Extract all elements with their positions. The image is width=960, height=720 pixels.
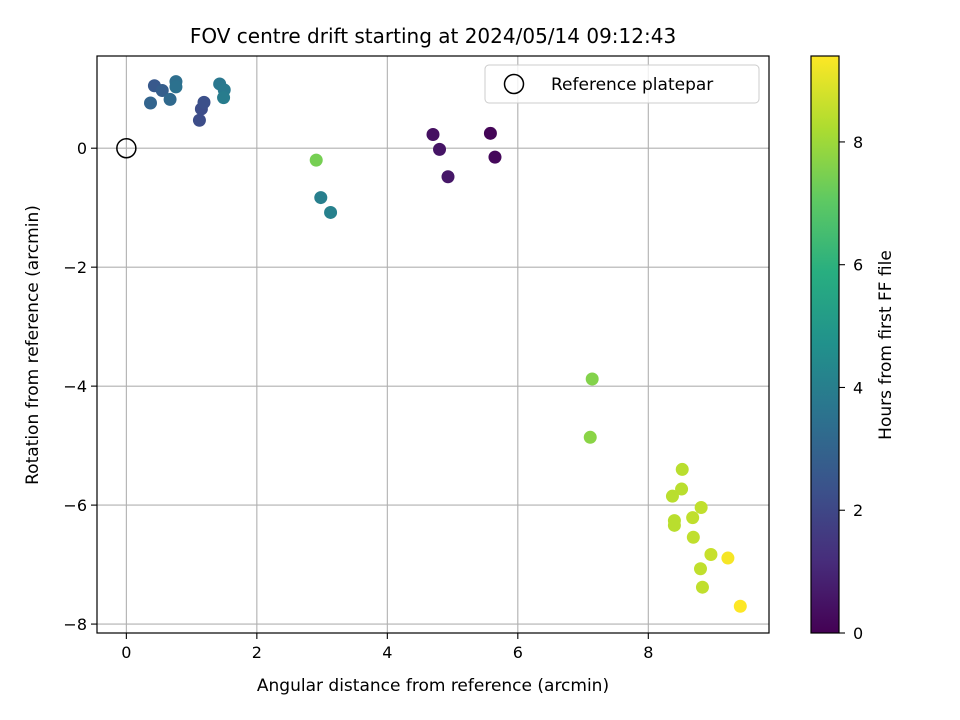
data-point	[583, 430, 597, 444]
data-point	[483, 126, 497, 140]
data-point	[675, 462, 689, 476]
data-point	[585, 372, 599, 386]
data-point	[686, 511, 700, 525]
legend: Reference platepar	[484, 64, 760, 104]
data-point	[197, 95, 211, 109]
data-point	[433, 142, 447, 156]
scatter-points	[143, 75, 747, 613]
colorbar-tick-label: 6	[853, 256, 863, 275]
data-point	[721, 551, 735, 565]
y-axis-ticks: 0 −2 −4 −6 −8	[63, 139, 97, 634]
legend-label: Reference platepar	[551, 75, 713, 95]
data-point	[694, 500, 708, 514]
x-tick-label: 0	[121, 643, 131, 662]
data-point	[675, 482, 689, 496]
legend-marker-icon	[503, 73, 525, 95]
data-point	[217, 91, 231, 105]
legend-box	[484, 64, 760, 104]
data-point	[488, 150, 502, 164]
data-point	[163, 92, 177, 106]
data-point	[693, 562, 707, 576]
colorbar-tick-label: 8	[853, 133, 863, 152]
colorbar-tick-label: 4	[853, 378, 863, 397]
data-point	[192, 113, 206, 127]
data-point	[314, 191, 328, 205]
data-point	[143, 96, 157, 110]
grid	[97, 56, 769, 633]
data-point	[733, 599, 747, 613]
colorbar-frame	[810, 55, 840, 634]
data-point	[169, 80, 183, 94]
data-point	[426, 128, 440, 142]
colorbar-gradient	[811, 56, 839, 633]
chart-title: FOV centre drift starting at 2024/05/14 …	[190, 24, 676, 48]
data-point	[704, 547, 718, 561]
data-point	[324, 205, 338, 219]
data-point	[695, 580, 709, 594]
x-tick-label: 4	[382, 643, 392, 662]
x-tick-label: 8	[643, 643, 653, 662]
y-tick-label: −2	[63, 258, 87, 277]
plot-frame	[96, 55, 770, 634]
colorbar-ticks: 0 2 4 6 8	[839, 133, 863, 643]
x-tick-label: 2	[252, 643, 262, 662]
y-tick-label: −6	[63, 496, 87, 515]
colorbar-tick-label: 0	[853, 624, 863, 643]
colorbar-tick-label: 2	[853, 501, 863, 520]
x-tick-label: 6	[513, 643, 523, 662]
data-point	[309, 153, 323, 167]
x-axis-ticks: 0 2 4 6 8	[121, 633, 653, 662]
colorbar-title: Hours from first FF file	[876, 250, 896, 440]
y-tick-label: −4	[63, 377, 87, 396]
x-axis-title: Angular distance from reference (arcmin)	[257, 676, 609, 696]
plot-area	[97, 56, 769, 633]
y-tick-label: −8	[63, 615, 87, 634]
reference-platepar-marker	[116, 137, 137, 159]
data-point	[667, 518, 681, 532]
y-axis-title: Rotation from reference (arcmin)	[23, 205, 43, 485]
y-tick-label: 0	[77, 139, 87, 158]
data-point	[441, 170, 455, 184]
data-point	[686, 530, 700, 544]
data-point	[155, 84, 169, 98]
data-point	[665, 489, 679, 503]
